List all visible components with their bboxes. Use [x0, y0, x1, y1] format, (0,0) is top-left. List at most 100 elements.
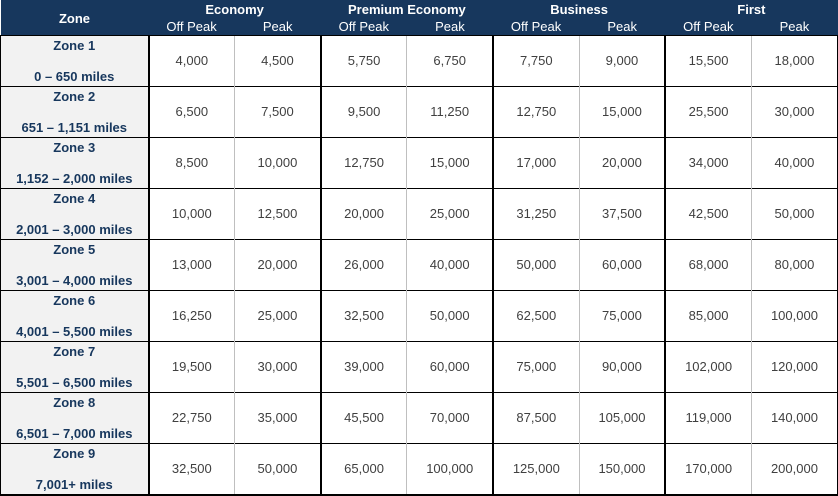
zone-cell: Zone 5 3,001 – 4,000 miles: [0, 238, 150, 290]
award-value-cell: 17,000: [491, 136, 580, 188]
zone-cell: Zone 2 651 – 1,151 miles: [0, 85, 150, 137]
award-value-cell: 31,250: [491, 187, 580, 239]
table-row: Zone 3 1,152 – 2,000 miles 8,500 10,000 12,7…: [0, 136, 838, 188]
zone-cell: Zone 6 4,001 – 5,500 miles: [0, 289, 150, 341]
table-row: Zone 6 4,001 – 5,500 miles 16,250 25,000 32,…: [0, 289, 838, 341]
award-value-cell: 50,000: [234, 442, 321, 496]
zone-range: 6,501 – 7,000 miles: [16, 425, 133, 441]
award-value-cell: 42,500: [664, 187, 752, 239]
award-value-cell: 120,000: [750, 340, 838, 392]
award-value-cell: 15,000: [406, 136, 493, 188]
award-value-cell: 100,000: [750, 289, 838, 341]
zone-range: 5,501 – 6,500 miles: [16, 374, 133, 390]
award-value-cell: 25,000: [406, 187, 493, 239]
award-value-cell: 6,750: [406, 34, 493, 86]
award-value-cell: 4,000: [147, 34, 235, 86]
award-value-cell: 7,750: [491, 34, 580, 86]
award-value-cell: 26,000: [319, 238, 407, 290]
table-row: Zone 9 7,001+ miles 32,500 50,000 65,000 100,…: [0, 442, 838, 496]
zone-cell: Zone 8 6,501 – 7,000 miles: [0, 391, 150, 443]
award-value-cell: 25,500: [664, 85, 752, 137]
header-business-offpeak: Off Peak: [493, 18, 580, 35]
table-header: Zone Economy Premium Economy Business Fi…: [0, 0, 838, 35]
award-value-cell: 25,000: [234, 289, 321, 341]
award-value-cell: 20,000: [319, 187, 407, 239]
award-value-cell: 100,000: [406, 442, 493, 496]
award-value-cell: 45,500: [319, 391, 407, 443]
award-value-cell: 35,000: [234, 391, 321, 443]
zone-cell: Zone 9 7,001+ miles: [0, 442, 150, 496]
award-value-cell: 6,500: [147, 85, 235, 137]
award-value-cell: 119,000: [664, 391, 752, 443]
zone-name: Zone 3: [53, 139, 96, 155]
award-value-cell: 4,500: [234, 34, 321, 86]
award-value-cell: 62,500: [491, 289, 580, 341]
award-value-cell: 20,000: [234, 238, 321, 290]
header-premium-economy-offpeak: Off Peak: [320, 18, 407, 35]
award-value-cell: 22,750: [147, 391, 235, 443]
header-business: Business: [493, 0, 666, 18]
award-value-cell: 50,000: [406, 289, 493, 341]
table-row: Zone 2 651 – 1,151 miles 6,500 7,500 9,500 11…: [0, 85, 838, 137]
header-first-peak: Peak: [751, 18, 838, 35]
award-value-cell: 75,000: [491, 340, 580, 392]
zone-range: 0 – 650 miles: [34, 68, 115, 84]
award-value-cell: 37,500: [578, 187, 666, 239]
header-first-offpeak: Off Peak: [665, 18, 752, 35]
zone-name: Zone 5: [53, 241, 96, 257]
award-value-cell: 18,000: [750, 34, 838, 86]
award-value-cell: 30,000: [750, 85, 838, 137]
table-row: Zone 1 0 – 650 miles 4,000 4,500 5,750 6,750 7…: [0, 34, 838, 86]
header-first: First: [665, 0, 838, 18]
header-economy-peak: Peak: [234, 18, 321, 35]
table-row: Zone 7 5,501 – 6,500 miles 19,500 30,000 39,…: [0, 340, 838, 392]
award-value-cell: 70,000: [406, 391, 493, 443]
award-value-cell: 140,000: [750, 391, 838, 443]
award-value-cell: 13,000: [147, 238, 235, 290]
award-value-cell: 19,500: [147, 340, 235, 392]
award-value-cell: 65,000: [319, 442, 407, 496]
zone-cell: Zone 1 0 – 650 miles: [0, 34, 150, 86]
award-value-cell: 12,750: [491, 85, 580, 137]
zone-name: Zone 2: [53, 88, 96, 104]
zone-range: 7,001+ miles: [35, 476, 113, 492]
award-value-cell: 5,750: [319, 34, 407, 86]
header-economy-offpeak: Off Peak: [148, 18, 235, 35]
award-value-cell: 32,500: [147, 442, 235, 496]
zone-cell: Zone 7 5,501 – 6,500 miles: [0, 340, 150, 392]
header-economy: Economy: [148, 0, 321, 18]
award-value-cell: 105,000: [578, 391, 666, 443]
award-value-cell: 10,000: [147, 187, 235, 239]
award-value-cell: 125,000: [491, 442, 580, 496]
award-value-cell: 68,000: [664, 238, 752, 290]
award-value-cell: 12,500: [234, 187, 321, 239]
award-value-cell: 7,500: [234, 85, 321, 137]
zone-range: 1,152 – 2,000 miles: [16, 170, 133, 186]
award-value-cell: 75,000: [578, 289, 666, 341]
zone-cell: Zone 4 2,001 – 3,000 miles: [0, 187, 150, 239]
header-sub-row: Off Peak Peak Off Peak Peak Off Peak Pea…: [1, 18, 838, 35]
award-value-cell: 10,000: [234, 136, 321, 188]
award-value-cell: 20,000: [578, 136, 666, 188]
zone-range: 2,001 – 3,000 miles: [16, 221, 133, 237]
award-value-cell: 40,000: [750, 136, 838, 188]
zone-name: Zone 4: [53, 190, 96, 206]
award-value-cell: 150,000: [578, 442, 666, 496]
award-value-cell: 200,000: [750, 442, 838, 496]
table-row: Zone 4 2,001 – 3,000 miles 10,000 12,500 20,…: [0, 187, 838, 239]
award-value-cell: 15,500: [664, 34, 752, 86]
award-value-cell: 12,750: [319, 136, 407, 188]
header-premium-economy-peak: Peak: [406, 18, 493, 35]
award-value-cell: 85,000: [664, 289, 752, 341]
zone-range: 651 – 1,151 miles: [21, 119, 128, 135]
award-value-cell: 8,500: [147, 136, 235, 188]
award-value-cell: 90,000: [578, 340, 666, 392]
award-value-cell: 15,000: [578, 85, 666, 137]
header-group-row: Zone Economy Premium Economy Business Fi…: [0, 0, 838, 35]
award-value-cell: 9,000: [578, 34, 666, 86]
award-value-cell: 60,000: [406, 340, 493, 392]
zone-name: Zone 1: [53, 37, 96, 53]
zone-name: Zone 9: [53, 445, 96, 461]
